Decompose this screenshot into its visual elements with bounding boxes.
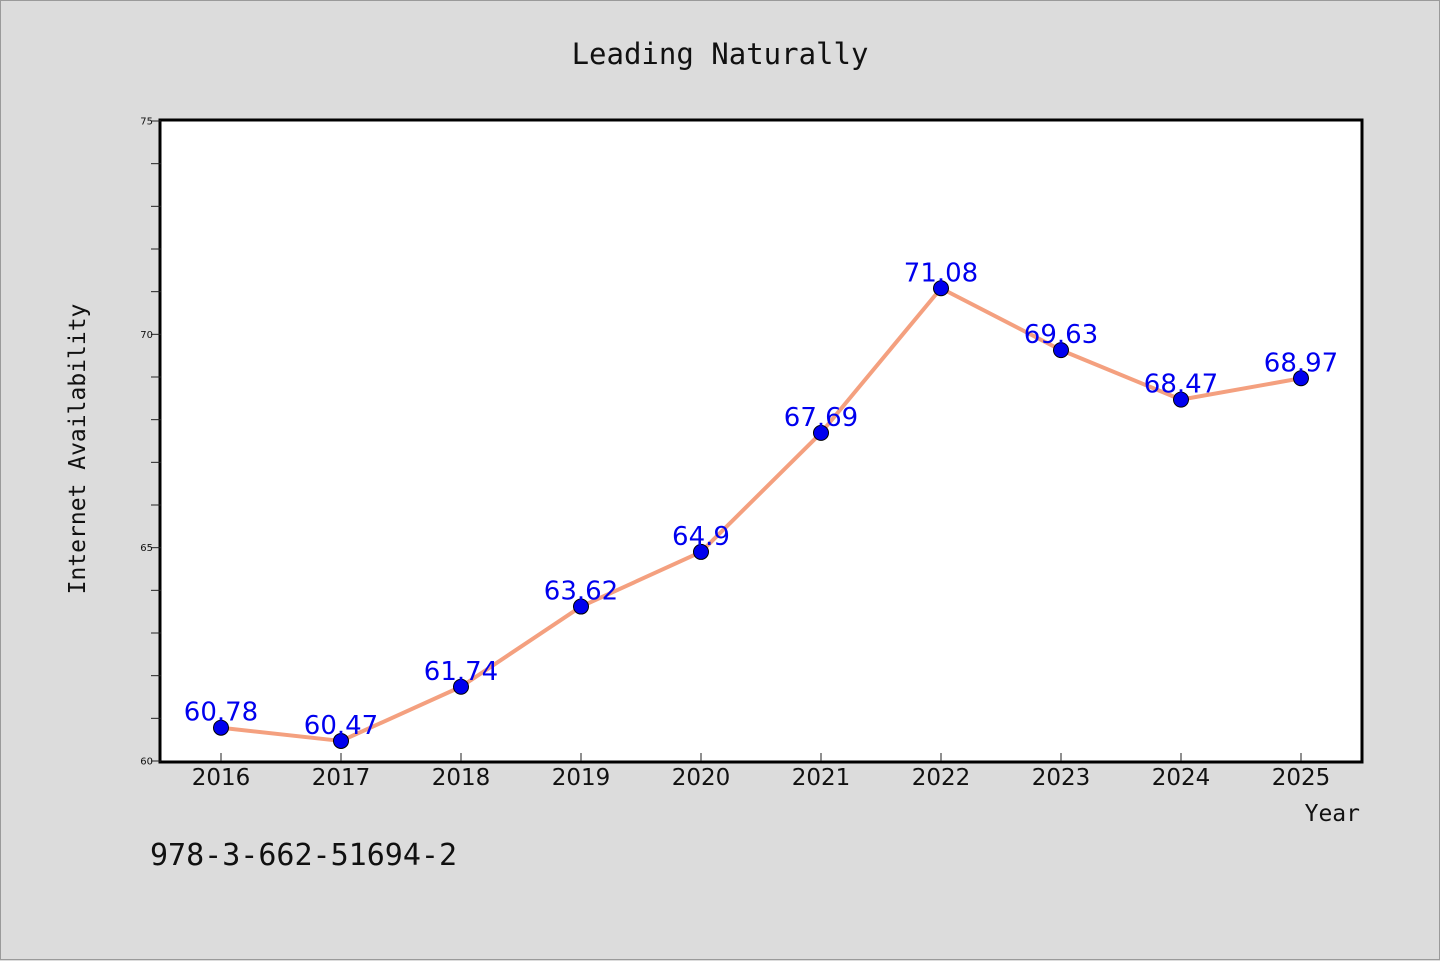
y-axis-title: Internet Availability xyxy=(65,304,91,595)
y-tick-label: 65 xyxy=(140,543,153,554)
x-tick-label: 2023 xyxy=(1032,765,1091,791)
markers-group xyxy=(213,280,1309,749)
x-tick-label: 2019 xyxy=(552,765,611,791)
x-tick-label: 2017 xyxy=(312,765,371,791)
y-tick-label: 60 xyxy=(140,757,153,768)
y-tick-label: 75 xyxy=(140,117,153,128)
data-point-marker xyxy=(453,678,469,695)
data-point-marker xyxy=(693,543,709,560)
x-tick-label: 2018 xyxy=(432,765,491,791)
x-tick-label: 2022 xyxy=(912,765,971,791)
y-tick-label: 70 xyxy=(140,330,153,341)
data-point-label: 68.97 xyxy=(1264,348,1338,378)
data-labels-group: 60.78 60.47 61.74 63.62 64.9 67.69 71.08 69.63 6… xyxy=(184,258,1338,741)
data-point-label: 71.08 xyxy=(904,258,978,288)
data-point-marker xyxy=(213,719,229,736)
data-point-marker xyxy=(1053,342,1069,359)
data-point-label: 68.47 xyxy=(1144,370,1218,400)
data-point-label: 60.47 xyxy=(304,711,378,741)
data-point-marker xyxy=(1293,370,1309,387)
plot-area xyxy=(158,118,1364,764)
y-axis: 60 65 70 75 xyxy=(140,117,161,768)
data-point-marker xyxy=(933,280,949,297)
chart-title: Leading Naturally xyxy=(572,37,869,71)
data-point-label: 69.63 xyxy=(1024,320,1098,350)
x-tick-label: 2021 xyxy=(792,765,851,791)
data-point-marker xyxy=(1173,391,1189,408)
x-tick-label: 2025 xyxy=(1272,765,1331,791)
data-point-label: 61.74 xyxy=(424,657,498,687)
data-point-label: 60.78 xyxy=(184,698,258,728)
isbn-caption: 978-3-662-51694-2 xyxy=(150,838,457,873)
data-point-label: 67.69 xyxy=(784,403,858,433)
series-line xyxy=(219,286,1303,743)
x-tick-label: 2016 xyxy=(192,765,251,791)
data-point-label: 64.9 xyxy=(672,522,730,552)
data-point-marker xyxy=(573,598,589,615)
series-line-group xyxy=(219,286,1303,743)
x-tick-label: 2024 xyxy=(1152,765,1211,791)
data-point-marker xyxy=(333,732,349,749)
x-axis: 2016 2017 2018 2019 2020 2021 2022 2023 2024 2025 xyxy=(192,753,1331,791)
data-point-label: 63.62 xyxy=(544,577,618,607)
x-axis-title: Year xyxy=(1305,801,1360,827)
data-point-marker xyxy=(813,424,829,441)
x-tick-label: 2020 xyxy=(672,765,731,791)
